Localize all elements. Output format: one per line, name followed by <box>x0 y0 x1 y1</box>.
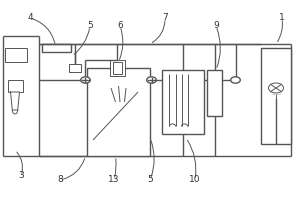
Polygon shape <box>268 86 284 94</box>
Bar <box>8 80 22 92</box>
Text: 7: 7 <box>162 14 168 22</box>
Bar <box>207 70 222 116</box>
Bar <box>4 48 27 62</box>
Text: 5: 5 <box>147 176 153 184</box>
Bar <box>69 64 81 72</box>
Circle shape <box>147 77 156 83</box>
Text: 1: 1 <box>279 14 285 22</box>
Text: 9: 9 <box>213 21 219 30</box>
Bar <box>112 62 122 74</box>
Text: 8: 8 <box>57 176 63 184</box>
Bar <box>162 70 204 134</box>
Text: 10: 10 <box>189 176 201 184</box>
Text: 6: 6 <box>117 21 123 30</box>
Bar <box>261 48 291 144</box>
Text: 5: 5 <box>87 21 93 30</box>
Text: 3: 3 <box>18 171 24 180</box>
Bar <box>110 60 124 76</box>
Circle shape <box>268 83 284 93</box>
Bar <box>42 44 70 52</box>
Circle shape <box>231 77 240 83</box>
Circle shape <box>81 77 90 83</box>
Polygon shape <box>11 92 20 110</box>
Text: 4: 4 <box>27 14 33 22</box>
Bar <box>87 68 150 156</box>
Text: 13: 13 <box>108 176 120 184</box>
